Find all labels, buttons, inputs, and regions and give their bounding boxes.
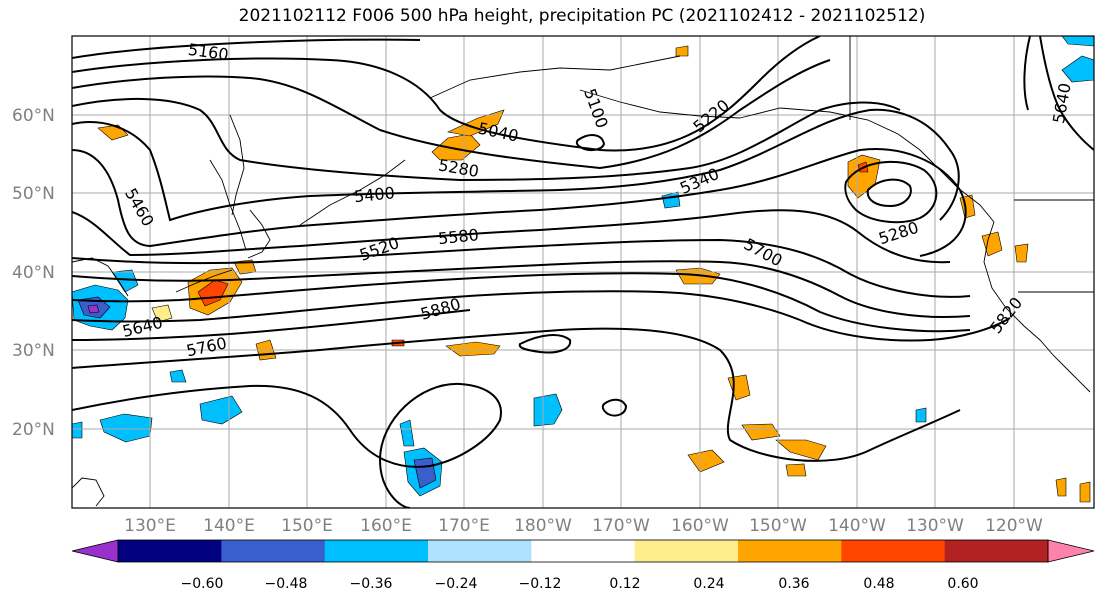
lon-label: 130°E: [124, 516, 176, 536]
colorbar-tick-label: 0.36: [778, 576, 809, 592]
colorbar-segment: [428, 540, 532, 562]
colorbar-extend-low: [71, 539, 119, 563]
lon-label: 140°E: [203, 516, 255, 536]
colorbar-segment: [841, 540, 946, 562]
colorbar: [71, 539, 1095, 563]
lon-label: 150°W: [749, 516, 807, 536]
lon-label: 180°W: [514, 516, 572, 536]
colorbar-border: [117, 539, 1049, 563]
contour-label: 5400: [353, 183, 395, 206]
colorbar-tick-label: −0.24: [435, 576, 478, 592]
colorbar-tick-label: −0.60: [181, 576, 224, 592]
lon-label: 160°E: [360, 516, 412, 536]
lon-label: 170°W: [592, 516, 650, 536]
colorbar-tick-label: −0.12: [519, 576, 562, 592]
colorbar-segment: [324, 540, 429, 562]
colorbar-tick-label: 0.24: [693, 576, 724, 592]
map-title: 2021102112 F006 500 hPa height, precipit…: [238, 6, 926, 26]
lat-label: 60°N: [12, 106, 55, 126]
colorbar-tick-label: −0.36: [350, 576, 393, 592]
coastlines: [72, 36, 1094, 507]
lon-label: 130°W: [906, 516, 964, 536]
colorbar-segment: [634, 540, 739, 562]
colorbar-tick-label: 0.12: [609, 576, 640, 592]
lat-label: 20°N: [12, 420, 55, 440]
colorbar-segment: [944, 540, 1049, 562]
map-frame: [71, 35, 1095, 509]
colorbar-segment: [221, 540, 326, 562]
colorbar-tick-label: −0.48: [265, 576, 308, 592]
colorbar-tick-label: 0.60: [947, 576, 978, 592]
contour-label: 5580: [437, 225, 479, 248]
lon-label: 120°W: [985, 516, 1043, 536]
colorbar-tick-label: 0.48: [863, 576, 894, 592]
lon-label: 140°W: [828, 516, 886, 536]
lat-label: 40°N: [12, 263, 55, 283]
colorbar-segment: [738, 540, 842, 562]
precip-shading: [72, 36, 1094, 503]
lon-label: 150°E: [281, 516, 333, 536]
lat-label: 50°N: [12, 184, 55, 204]
colorbar-extend-high: [1047, 539, 1095, 563]
colorbar-segment: [118, 540, 222, 562]
longitude-labels: 130°E 140°E 150°E 160°E 170°E 180°W 170°…: [124, 516, 1043, 536]
latitude-labels: 60°N 50°N 40°N 30°N 20°N: [12, 106, 55, 440]
lon-label: 160°W: [671, 516, 729, 536]
lat-label: 30°N: [12, 341, 55, 361]
colorbar-tick-labels: −0.60 −0.48 −0.36 −0.24 −0.12 0.12 0.24 …: [181, 576, 979, 592]
lon-label: 170°E: [438, 516, 490, 536]
height-contours: [72, 36, 1094, 508]
colorbar-segment: [531, 540, 636, 562]
